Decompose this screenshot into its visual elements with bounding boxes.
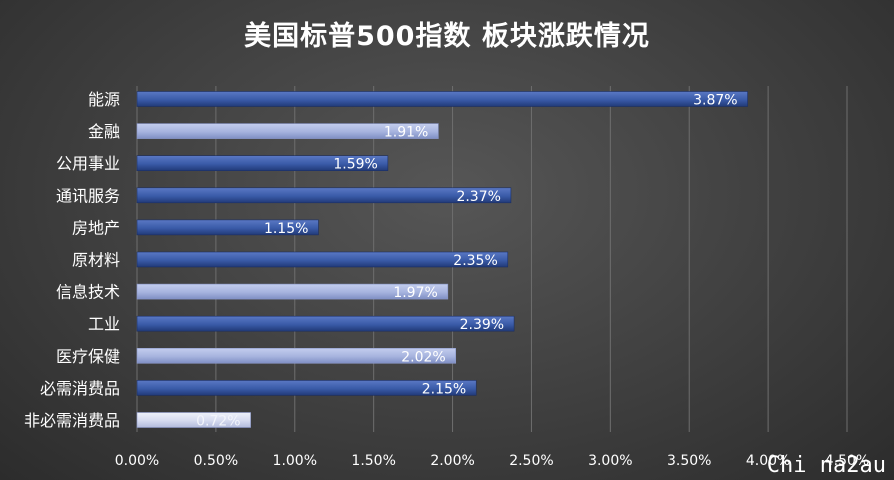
category-label: 公用事业	[56, 154, 120, 173]
data-label: 3.87%	[693, 93, 737, 109]
x-tick-label: 2.50%	[509, 453, 553, 469]
bar	[136, 380, 477, 396]
data-label: 2.02%	[401, 349, 445, 365]
bar	[136, 187, 512, 204]
bar	[136, 219, 319, 236]
category-label: 工业	[88, 315, 120, 334]
data-label: 2.35%	[453, 253, 497, 269]
chart-title: 美国标普500指数 板块涨跌情况	[244, 21, 650, 52]
category-label: 信息技术	[56, 283, 120, 302]
bar	[136, 412, 251, 428]
category-label: 必需消费品	[40, 379, 120, 398]
category-label: 通讯服务	[56, 186, 120, 205]
x-tick-label: 0.00%	[115, 453, 159, 469]
x-tick-label: 3.00%	[588, 453, 632, 469]
data-label: 0.72%	[196, 414, 240, 430]
category-label: 医疗保健	[56, 347, 120, 366]
category-label: 能源	[88, 90, 120, 109]
data-label: 1.97%	[393, 285, 437, 301]
x-tick-label: 1.50%	[351, 453, 395, 469]
bar	[136, 155, 389, 171]
bar	[136, 347, 457, 364]
bar	[136, 91, 748, 107]
x-tick-label: 1.00%	[273, 453, 317, 469]
data-label: 2.39%	[460, 317, 504, 333]
category-label: 房地产	[72, 218, 120, 237]
category-label: 原材料	[72, 251, 120, 270]
bar	[136, 251, 509, 268]
data-label: 2.15%	[422, 381, 466, 397]
watermark: Chi na2au	[766, 453, 886, 478]
x-tick-label: 4.50%	[825, 453, 869, 469]
x-axis-tick-labels: 0.00% 0.50% 1.00% 1.50% 2.00% 2.50% 3.00% 3.50%…	[115, 453, 869, 469]
bar	[136, 315, 515, 332]
x-tick-label: 4.00%	[746, 453, 790, 469]
data-labels: 3.87% 1.91% 1.59% 2.37% 1.15% 2.35% 1.97% 2.39%…	[196, 93, 737, 430]
bar	[136, 123, 439, 139]
x-tick-label: 3.50%	[667, 453, 711, 469]
data-label: 1.15%	[264, 221, 308, 237]
bars	[136, 91, 748, 428]
data-label: 2.37%	[456, 189, 500, 205]
bar	[136, 283, 449, 300]
category-label: 金融	[88, 122, 120, 141]
data-label: 1.91%	[384, 125, 428, 141]
data-label: 1.59%	[333, 157, 377, 173]
category-label: 非必需消费品	[24, 411, 120, 430]
x-tick-label: 2.00%	[430, 453, 474, 469]
x-tick-label: 0.50%	[194, 453, 238, 469]
